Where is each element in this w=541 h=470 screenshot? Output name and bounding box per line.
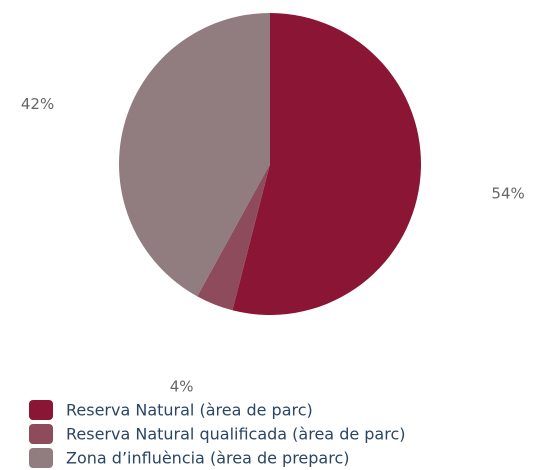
legend-swatch: [29, 424, 53, 444]
data-label: 54%: [491, 185, 524, 203]
data-label: 42%: [21, 95, 54, 113]
data-label: 4%: [170, 378, 194, 396]
pie-slice: [232, 13, 421, 315]
legend-label: Reserva Natural qualificada (àrea de par…: [66, 425, 406, 444]
legend-swatch: [29, 400, 53, 420]
legend-swatch: [29, 448, 53, 468]
pie-slice: [197, 164, 270, 311]
legend-label: Zona d’influència (àrea de preparc): [66, 449, 350, 468]
pie-slice: [118, 13, 270, 297]
legend-label: Reserva Natural (àrea de parc): [66, 401, 313, 420]
